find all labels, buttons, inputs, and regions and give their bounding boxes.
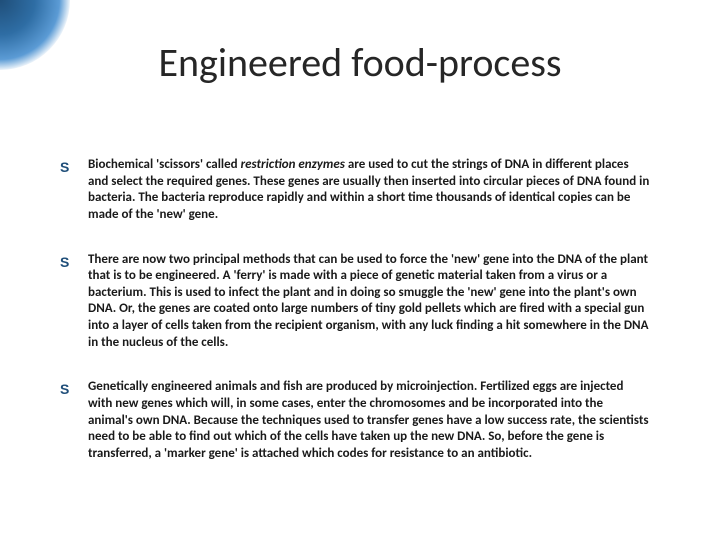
slide: Engineered food-process S Biochemical 's… [0, 0, 720, 540]
bullet-list: S Biochemical 'scissors' called restrict… [50, 157, 670, 462]
bullet-marker: S [60, 379, 88, 400]
list-item: S Genetically engineered animals and fis… [60, 379, 650, 462]
bullet-text: Biochemical 'scissors' called restrictio… [88, 157, 650, 224]
bullet-text: Genetically engineered animals and fish … [88, 379, 650, 462]
list-item: S Biochemical 'scissors' called restrict… [60, 157, 650, 224]
slide-title: Engineered food-process [50, 38, 670, 87]
list-item: S There are now two principal methods th… [60, 252, 650, 352]
bullet-marker: S [60, 157, 88, 178]
bullet-marker: S [60, 252, 88, 273]
bullet-text: There are now two principal methods that… [88, 252, 650, 352]
